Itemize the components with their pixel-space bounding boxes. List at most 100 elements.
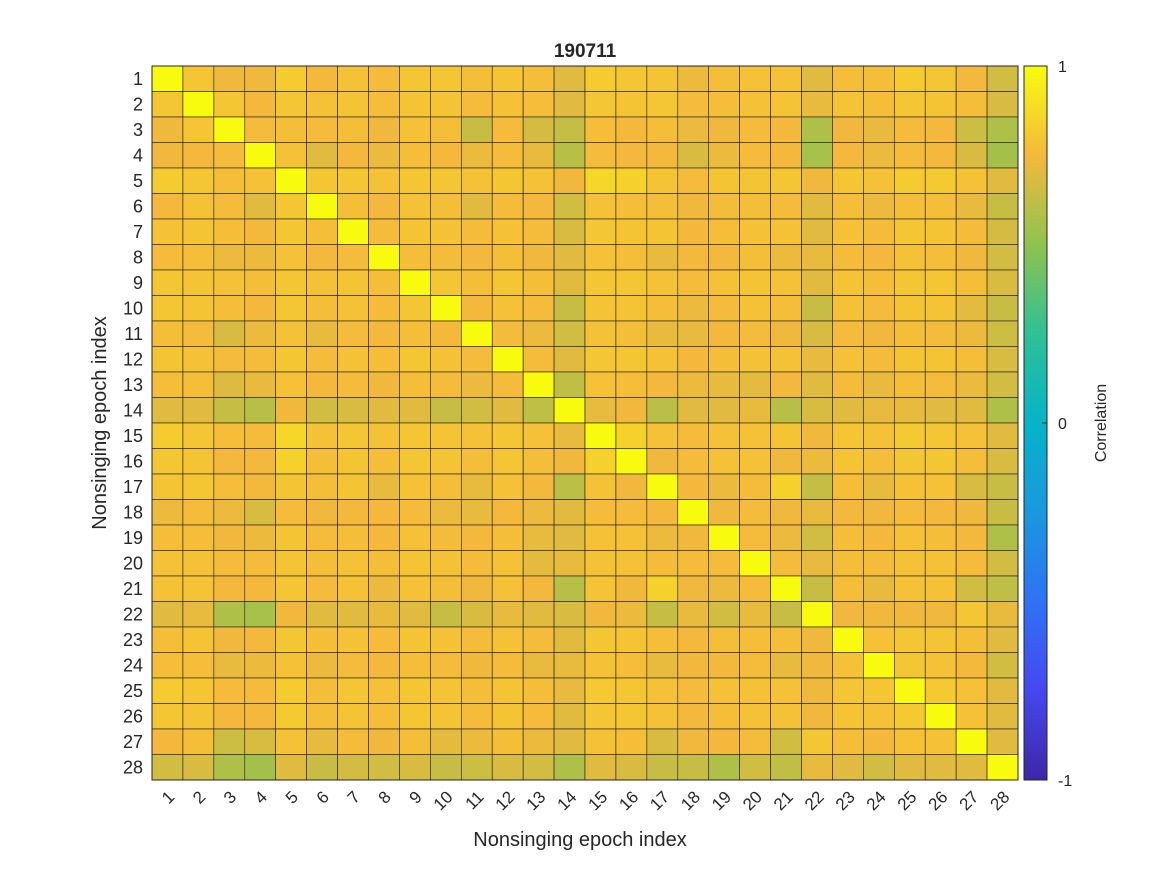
heatmap-cell-r9-c1 (151, 269, 184, 296)
heatmap-cell-r18-c5 (275, 499, 307, 526)
heatmap-cell-r11-c6 (306, 320, 338, 347)
heatmap-cell-r26-c28 (986, 703, 1019, 730)
heatmap-cell-r24-c8 (368, 652, 400, 679)
heatmap-cell-r6-c23 (832, 193, 864, 220)
heatmap-cell-r15-c13 (522, 422, 555, 449)
heatmap-cell-r27-c20 (739, 728, 771, 755)
heatmap-cell-r3-c19 (708, 116, 740, 143)
heatmap-cell-r3-c2 (182, 116, 215, 143)
heatmap-cell-r27-c26 (924, 728, 957, 755)
heatmap-cell-r19-c28 (986, 524, 1019, 551)
heatmap-cell-r22-c19 (708, 601, 740, 628)
heatmap-cell-r6-c22 (801, 193, 833, 220)
heatmap-cell-r22-c17 (646, 601, 679, 628)
heatmap-cell-r4-c28 (986, 142, 1019, 169)
heatmap-cell-r8-c8 (368, 244, 400, 271)
heatmap-cell-r27-c1 (151, 728, 184, 755)
heatmap-cell-r5-c14 (553, 167, 586, 194)
heatmap-cell-r17-c13 (522, 473, 555, 500)
heatmap-cell-r23-c15 (584, 626, 617, 653)
heatmap-cell-r16-c26 (924, 448, 957, 475)
heatmap-cell-r2-c14 (553, 91, 586, 118)
heatmap-cell-r3-c8 (368, 116, 400, 143)
heatmap-cell-r12-c5 (275, 346, 307, 373)
heatmap-cell-r3-c26 (924, 116, 957, 143)
heatmap-cell-r1-c6 (306, 65, 338, 92)
heatmap-cell-r27-c10 (430, 728, 462, 755)
heatmap-cell-r13-c21 (770, 371, 802, 398)
heatmap-cell-r8-c21 (770, 244, 802, 271)
heatmap-cell-r21-c2 (182, 575, 215, 602)
x-tick-label: 8 (375, 787, 395, 807)
heatmap-cell-r7-c7 (337, 218, 369, 245)
heatmap-cell-r7-c8 (368, 218, 400, 245)
heatmap-cell-r14-c17 (646, 397, 679, 424)
heatmap-cell-r19-c4 (244, 524, 277, 551)
heatmap-cell-r7-c14 (553, 218, 586, 245)
heatmap-cell-r24-c19 (708, 652, 740, 679)
heatmap-cell-r13-c19 (708, 371, 740, 398)
x-tick-label: 19 (708, 787, 735, 814)
heatmap-cell-r23-c22 (801, 626, 833, 653)
heatmap-cell-r5-c28 (986, 167, 1019, 194)
heatmap-cell-r18-c20 (739, 499, 771, 526)
heatmap-cell-r20-c9 (399, 550, 431, 577)
x-tick-label: 9 (406, 787, 426, 807)
heatmap-cell-r9-c27 (955, 269, 988, 296)
heatmap-cell-r19-c25 (893, 524, 926, 551)
heatmap-cell-r23-c10 (430, 626, 462, 653)
heatmap-cell-r15-c15 (584, 422, 617, 449)
heatmap-cell-r26-c15 (584, 703, 617, 730)
heatmap-cell-r11-c1 (151, 320, 184, 347)
heatmap-cell-r17-c20 (739, 473, 771, 500)
heatmap-cell-r10-c18 (677, 295, 710, 322)
heatmap-cell-r5-c17 (646, 167, 679, 194)
heatmap-cell-r25-c25 (893, 677, 926, 704)
heatmap-cell-r22-c24 (863, 601, 895, 628)
heatmap-cell-r7-c13 (522, 218, 555, 245)
heatmap-cell-r24-c7 (337, 652, 369, 679)
heatmap-cell-r15-c8 (368, 422, 400, 449)
heatmap-cell-r7-c16 (615, 218, 648, 245)
heatmap-cell-r7-c24 (863, 218, 895, 245)
heatmap-cell-r12-c21 (770, 346, 802, 373)
heatmap-cell-r7-c19 (708, 218, 740, 245)
heatmap-cell-r18-c6 (306, 499, 338, 526)
heatmap-cell-r15-c2 (182, 422, 215, 449)
heatmap-cell-r7-c20 (739, 218, 771, 245)
heatmap-cell-r17-c7 (337, 473, 369, 500)
heatmap-cell-r11-c10 (430, 320, 462, 347)
heatmap-cell-r13-c17 (646, 371, 679, 398)
heatmap-cell-r25-c22 (801, 677, 833, 704)
heatmap-cell-r21-c28 (986, 575, 1019, 602)
heatmap-cell-r26-c12 (491, 703, 524, 730)
heatmap-cell-r8-c10 (430, 244, 462, 271)
heatmap-cell-r21-c27 (955, 575, 988, 602)
heatmap-cell-r6-c27 (955, 193, 988, 220)
x-tick-label: 5 (282, 787, 302, 807)
heatmap-cell-r2-c13 (522, 91, 555, 118)
heatmap-cell-r24-c23 (832, 652, 864, 679)
heatmap-cell-r4-c18 (677, 142, 710, 169)
y-tick-label: 23 (123, 630, 143, 650)
heatmap-cell-r10-c16 (615, 295, 648, 322)
heatmap-cell-r9-c24 (863, 269, 895, 296)
heatmap-cell-r28-c11 (460, 754, 493, 781)
heatmap-cell-r26-c16 (615, 703, 648, 730)
heatmap-cell-r4-c2 (182, 142, 215, 169)
heatmap-cell-r11-c28 (986, 320, 1019, 347)
heatmap-cell-r19-c22 (801, 524, 833, 551)
heatmap-cell-r24-c5 (275, 652, 307, 679)
heatmap-cell-r21-c11 (460, 575, 493, 602)
heatmap-cell-r13-c27 (955, 371, 988, 398)
x-tick-label: 26 (925, 787, 952, 814)
heatmap-cell-r27-c14 (553, 728, 586, 755)
y-tick-label: 19 (123, 528, 143, 548)
heatmap-cell-r24-c11 (460, 652, 493, 679)
heatmap-cell-r24-c6 (306, 652, 338, 679)
heatmap-cell-r9-c17 (646, 269, 679, 296)
heatmap-cell-r10-c8 (368, 295, 400, 322)
heatmap-cell-r2-c5 (275, 91, 307, 118)
heatmap-cell-r26-c19 (708, 703, 740, 730)
heatmap-cell-r8-c27 (955, 244, 988, 271)
